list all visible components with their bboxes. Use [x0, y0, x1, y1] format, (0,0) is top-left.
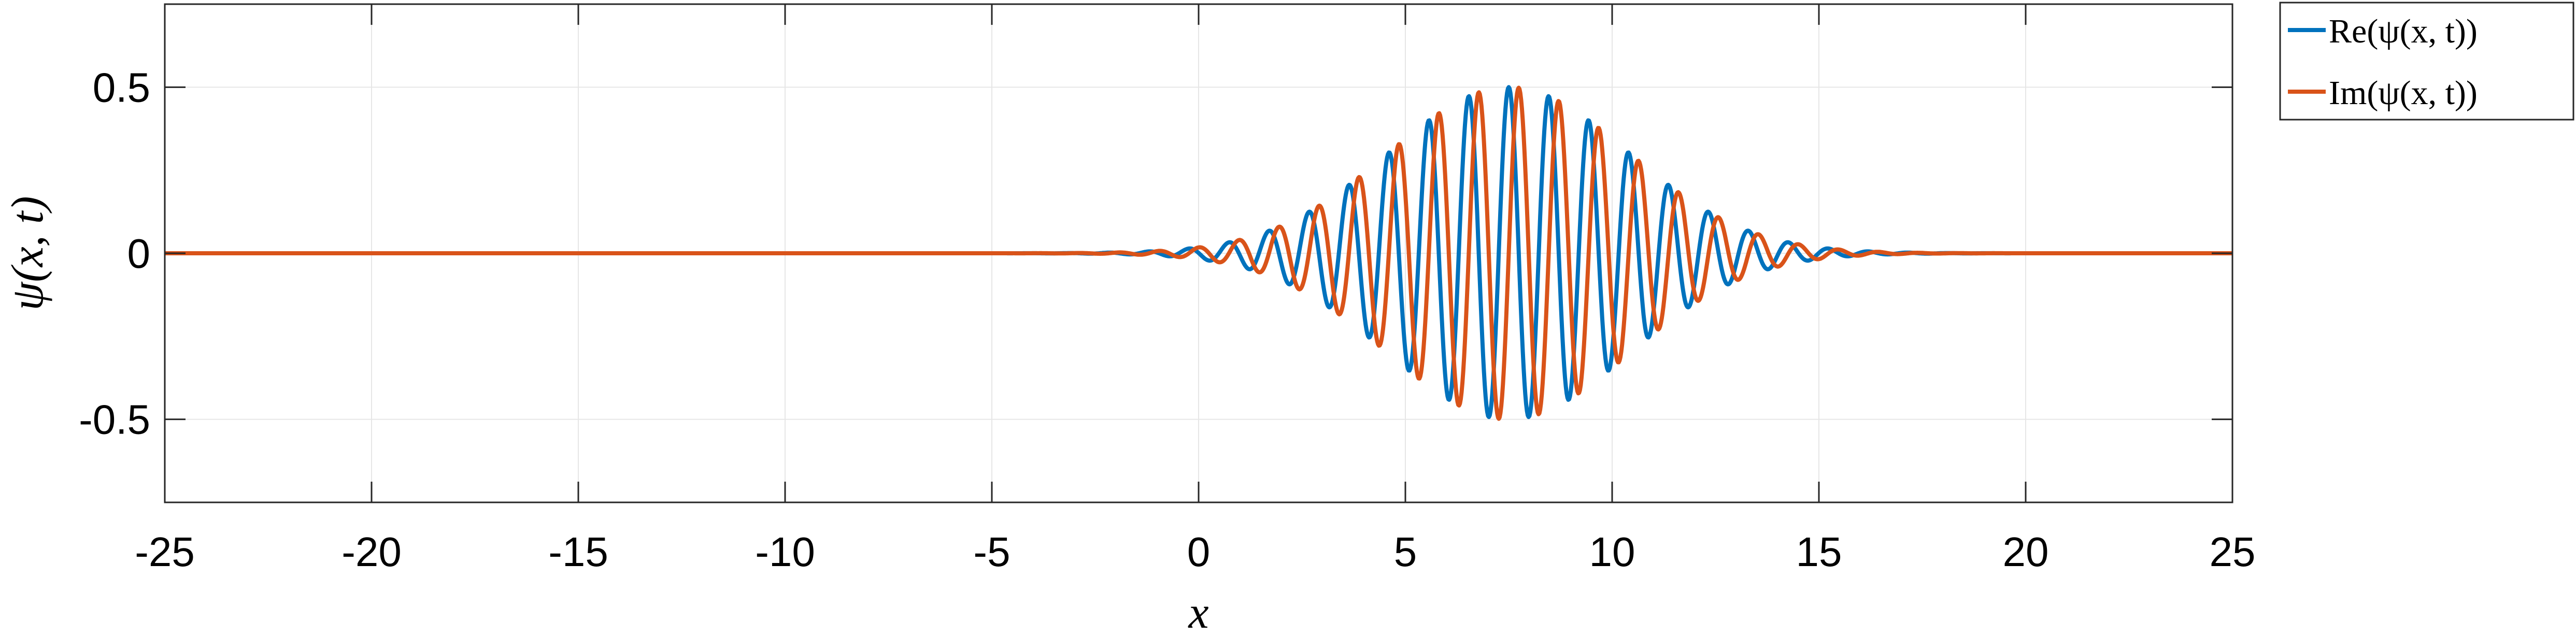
y-tick-label: 0.5 [93, 64, 150, 110]
x-tick-labels: -25 -20 -15 -10 -5 0 5 10 15 20 25 [135, 529, 2255, 575]
x-tick-label: 0 [1187, 529, 1211, 575]
x-tick-label: -25 [135, 529, 195, 575]
legend-label-real: Re(ψ(x, t)) [2329, 12, 2478, 50]
series-line-imag [163, 85, 2234, 421]
x-axis-label: x [1187, 588, 1208, 636]
y-axis-label: ψ(x, t) [3, 196, 53, 311]
x-tick-label: 20 [2003, 529, 2049, 575]
legend-label-imag: Im(ψ(x, t)) [2329, 74, 2478, 112]
legend: Re(ψ(x, t)) Im(ψ(x, t)) [2279, 2, 2574, 121]
y-tick-labels: -0.5 0 0.5 [79, 64, 150, 442]
x-tick-label: -20 [341, 529, 402, 575]
x-tick-label: -15 [548, 529, 608, 575]
x-tick-label: -10 [755, 529, 815, 575]
tick-marks [164, 4, 2233, 502]
series-lines [163, 85, 2234, 421]
x-tick-label: 25 [2210, 529, 2256, 575]
y-tick-label: 0 [127, 230, 151, 277]
legend-box [2279, 2, 2574, 121]
x-tick-label: 10 [1589, 529, 1635, 575]
x-tick-label: -5 [973, 529, 1010, 575]
x-tick-label: 15 [1796, 529, 1842, 575]
y-tick-label: -0.5 [79, 397, 150, 443]
x-tick-label: 5 [1394, 529, 1417, 575]
